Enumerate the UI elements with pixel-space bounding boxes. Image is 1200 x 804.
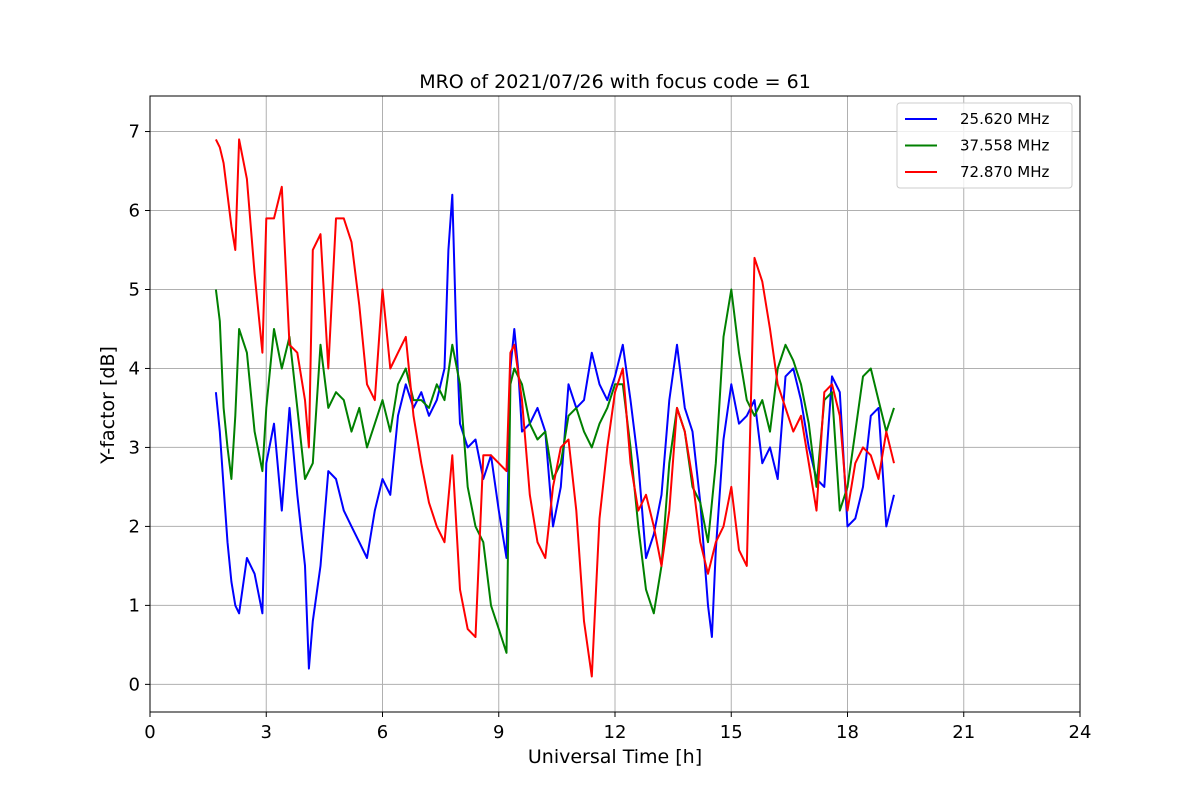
x-tick-label: 24 [1069,722,1092,743]
chart-title: MRO of 2021/07/26 with focus code = 61 [419,71,811,93]
legend-label-1: 25.620 MHz [960,110,1049,128]
legend: 25.620 MHz 37.558 MHz 72.870 MHz [896,102,1073,189]
legend-label-3: 72.870 MHz [960,163,1049,181]
legend-box [896,102,1073,189]
y-axis-label: Y-factor [dB] [97,346,119,465]
x-tick-label: 18 [836,722,859,743]
y-tick-label: 4 [129,358,140,379]
series-line-3 [215,138,895,678]
series-line-1 [214,193,895,670]
y-tick-label: 2 [129,516,140,537]
y-tick-label: 7 [129,122,140,143]
x-tick-label: 0 [144,722,155,743]
y-tick-label: 6 [129,201,140,222]
series-layer [214,138,895,678]
x-tick-label: 3 [261,722,272,743]
y-tick-label: 0 [129,674,140,695]
x-tick-label: 12 [604,722,627,743]
x-tick-label: 9 [493,722,504,743]
legend-label-2: 37.558 MHz [960,137,1049,155]
y-tick-label: 3 [129,437,140,458]
x-axis-label: Universal Time [h] [528,746,702,768]
x-tick-label: 15 [720,722,743,743]
series-line-2 [214,288,895,654]
x-tick-label: 21 [952,722,975,743]
x-tick-label: 6 [377,722,388,743]
y-tick-label: 5 [129,279,140,300]
y-tick-label: 1 [129,595,140,616]
